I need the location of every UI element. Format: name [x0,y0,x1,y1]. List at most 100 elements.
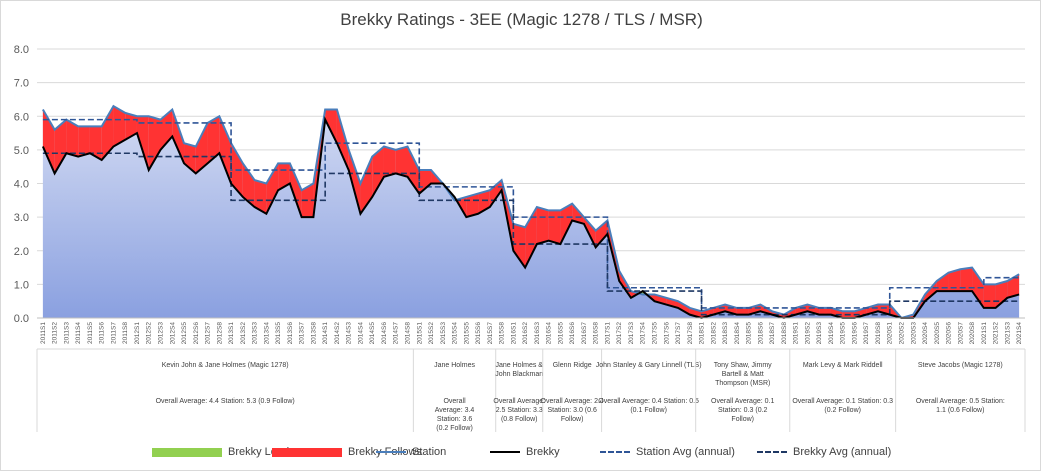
x-tick-label: 2015S5 [463,322,470,345]
x-tick-label: 2019S3 [816,322,823,345]
follows-area [419,170,432,194]
x-tick-label: 2012S4 [169,322,176,345]
x-tick-label: 2011S6 [99,322,106,344]
follows-area [748,304,761,315]
y-tick-label: 7.0 [14,78,29,90]
presenter-summary: Overall Average: 0.1 Station: 0.3 [792,398,893,405]
presenter-summary: Overall Average: 2.4 [541,398,604,405]
x-tick-label: 2018S2 [710,322,717,345]
x-tick-label: 2015S1 [416,322,423,345]
presenter-summary: Overall Average: [493,398,545,405]
presenter-summary: Overall [443,398,466,405]
x-tick-label: 2013S5 [275,322,282,345]
follows-area [866,304,878,315]
station-avg-line [42,118,1020,309]
x-tick-label: 2011S7 [110,322,117,344]
presenter-label: Thompson (MSR) [715,380,770,387]
x-tick-label: 2016S1 [510,322,517,345]
y-tick-label: 3.0 [14,212,29,224]
presenter-summary: Station: 3.0 (0.6 [547,407,597,414]
follows-area [348,149,361,214]
follows-area [254,180,267,214]
x-tick-label: 2021S4 [1016,322,1023,345]
x-tick-label: 2020S4 [922,322,929,345]
chart-legend: Brekky Leads Brekky Follows Station Brekky S… [0,440,1043,464]
follows-area [595,220,608,248]
follows-area [113,106,126,147]
x-tick-label: 2012S6 [193,322,200,345]
y-tick-label: 8.0 [14,44,29,56]
x-tick-label: 2019S7 [863,322,870,345]
x-tick-label: 2013S7 [299,322,306,345]
legend-swatch [376,451,406,453]
follows-area [513,223,526,268]
follows-area [548,210,561,245]
presenter-summary: Overall Average: 0.1 [711,398,774,405]
x-tick-label: 2011S2 [52,322,59,344]
follows-area [160,109,173,150]
follows-area [572,203,584,224]
presenter-summary: 1.1 (0.6 Follow) [936,407,984,414]
follows-area [266,163,279,214]
follows-area [383,146,396,177]
legend-item: Station [376,440,446,464]
presenter-summary: (0.1 Follow) [630,407,667,414]
follows-area [195,122,208,174]
x-tick-label: 2020S5 [934,322,941,345]
follows-area [725,304,737,315]
x-tick-label: 2017S6 [663,322,670,345]
follows-area [54,119,67,174]
x-tick-label: 2017S1 [604,322,611,345]
x-tick-label: 2016S6 [569,322,576,345]
x-tick-label: 2013S1 [228,322,235,345]
x-tick-label: 2013S8 [310,322,317,345]
presenter-label: John Stanley & Gary Linnell (TLS) [596,362,702,369]
x-tick-label: 2016S8 [593,322,600,345]
x-tick-label: 2020S7 [957,322,964,345]
x-tick-label: 2019S2 [804,322,811,345]
x-tick-label: 2015S3 [440,322,447,345]
x-tick-label: 2011S3 [63,322,70,344]
presenter-label: Jane Holmes [434,362,475,369]
x-tick-label: 2019S5 [840,322,847,345]
y-tick-label: 6.0 [14,111,29,123]
x-tick-label: 2014S5 [369,322,376,345]
x-tick-label: 2016S2 [522,322,529,345]
x-tick-label: 2012S3 [158,322,165,345]
x-tick-label: 2012S7 [205,322,212,345]
x-tick-label: 2019S6 [851,322,858,345]
x-tick-label: 2017S2 [616,322,623,345]
x-tick-label: 2016S3 [534,322,541,345]
y-tick-label: 2.0 [14,246,29,258]
legend-item: Station Avg (annual) [600,440,735,464]
y-tick-label: 4.0 [14,179,29,191]
station-area [42,106,1020,318]
x-tick-label: 2014S8 [405,322,412,345]
follows-area [983,284,996,308]
x-tick-label: 2018S5 [746,322,753,345]
x-tick-label: 2015S2 [428,322,435,345]
x-tick-label: 2014S1 [322,322,329,345]
presenter-summary: 2.5 Station: 3.3 [496,407,543,414]
follows-area [219,116,232,184]
presenter-summary: Overall Average: 0.4 Station: 0.5 [598,398,699,405]
x-tick-label: 2019S8 [875,322,882,345]
x-tick-label: 2011S1 [40,322,47,344]
x-tick-label: 2014S7 [393,322,400,345]
follows-area [325,109,337,144]
x-tick-label: 2018S4 [734,322,741,345]
x-tick-label: 2015S4 [452,322,459,345]
presenter-label: Steve Jacobs (Magic 1278) [918,362,1003,369]
follows-area [713,304,726,315]
x-tick-label: 2020S1 [887,322,894,345]
x-tick-label: 2021S1 [981,322,988,345]
follows-area [242,163,255,208]
legend-label: Station Avg (annual) [636,446,735,458]
follows-area [819,307,831,315]
x-tick-label: 2018S8 [781,322,788,345]
presenter-label: John Blackman [495,371,543,378]
x-tick-label: 2020S3 [910,322,917,345]
presenter-summary: (0.8 Follow) [501,416,538,423]
legend-label: Brekky [526,446,560,458]
